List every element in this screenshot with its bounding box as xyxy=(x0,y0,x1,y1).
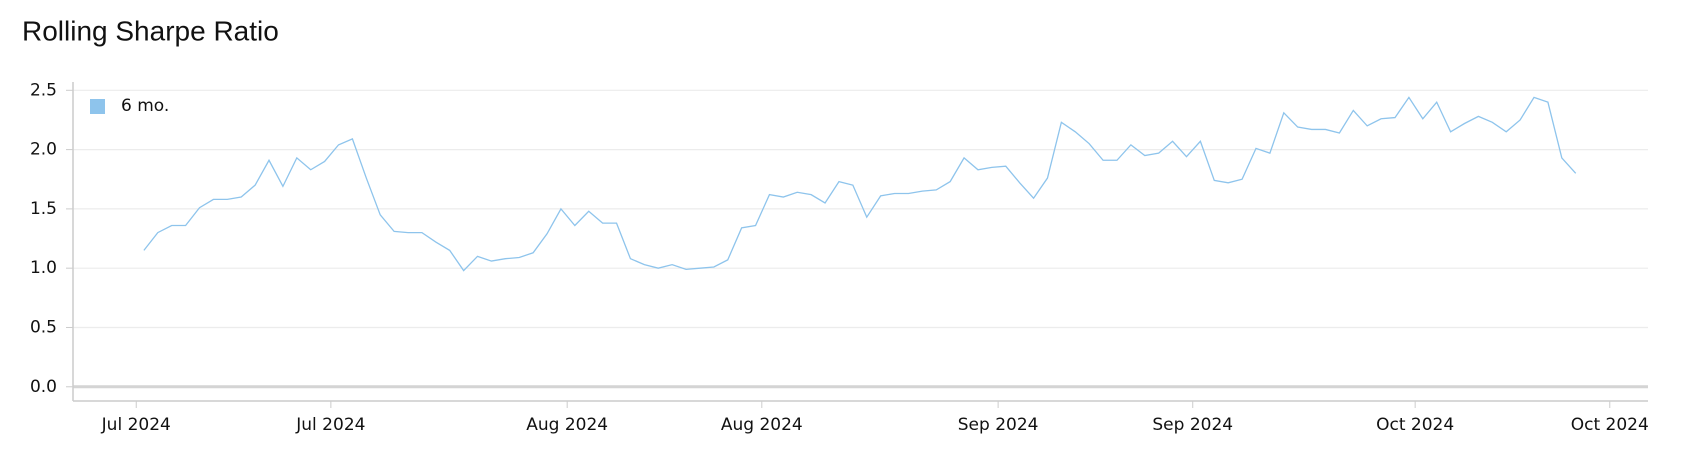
x-tick-label: Jul 2024 xyxy=(101,415,171,435)
x-tick-label: Aug 2024 xyxy=(721,415,803,435)
series-line xyxy=(143,96,1577,272)
x-tick-label: Sep 2024 xyxy=(958,415,1039,435)
x-tick-label: Oct 2024 xyxy=(1376,415,1454,435)
legend-swatch xyxy=(90,99,105,114)
x-tick-label: Sep 2024 xyxy=(1152,415,1233,435)
y-tick-label: 2.5 xyxy=(30,80,57,100)
legend-label: 6 mo. xyxy=(121,96,169,116)
y-tick-label: 1.5 xyxy=(30,199,57,219)
y-tick-label: 2.0 xyxy=(30,140,57,160)
x-tick-label: Jul 2024 xyxy=(295,415,365,435)
x-tick-label: Aug 2024 xyxy=(526,415,608,435)
y-tick-label: 1.0 xyxy=(30,258,57,278)
x-tick-label: Oct 2024 xyxy=(1571,415,1649,435)
y-tick-label: 0.5 xyxy=(30,317,57,337)
y-tick-label: 0.0 xyxy=(30,377,57,397)
chart-title: Rolling Sharpe Ratio xyxy=(22,15,279,46)
